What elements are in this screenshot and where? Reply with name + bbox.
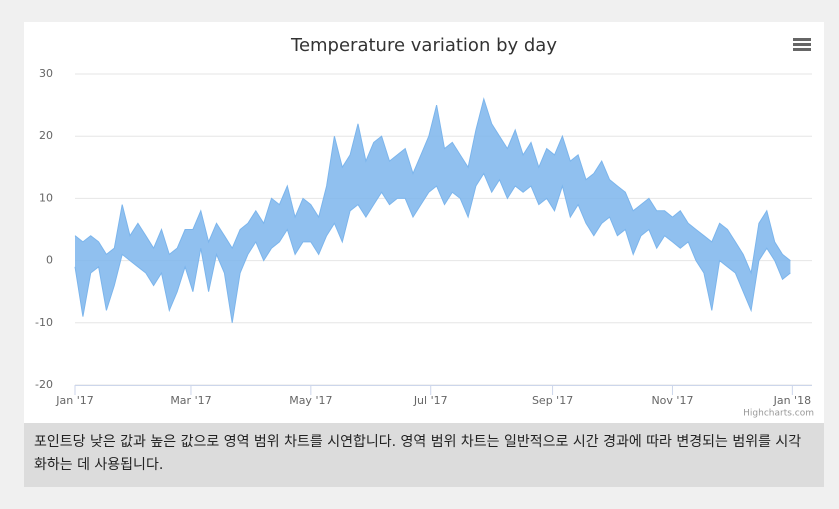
menu-bar [793,38,811,41]
chart-title: Temperature variation by day [290,35,557,56]
range-area [75,98,791,323]
y-tick-label: 30 [39,67,53,80]
caption: 포인트당 낮은 값과 높은 값으로 영역 범위 차트를 시연합니다. 영역 범위… [24,423,824,487]
high-line [74,97,791,275]
menu-bar [793,43,811,46]
chart-container: Temperature variation by day Highcharts.… [24,22,824,487]
x-tick-label: May '17 [289,394,332,407]
menu-bar [793,48,811,51]
low-line [74,172,791,323]
x-tick-label: Jan '17 [55,394,93,407]
menu-button[interactable] [793,38,811,51]
y-tick-label: -20 [35,378,53,391]
credits[interactable]: Highcharts.com [743,409,814,419]
x-tick-label: Nov '17 [651,394,693,407]
y-tick-label: 0 [46,254,53,267]
y-tick-label: -10 [35,316,53,329]
y-tick-label: 10 [39,191,53,204]
y-tick-label: 20 [39,129,53,142]
x-tick-label: Sep '17 [532,394,573,407]
x-tick-label: Jul '17 [413,394,448,407]
chart: Temperature variation by day Highcharts.… [24,22,824,423]
x-tick-label: Mar '17 [170,394,211,407]
x-tick-label: Jan '18 [773,394,811,407]
